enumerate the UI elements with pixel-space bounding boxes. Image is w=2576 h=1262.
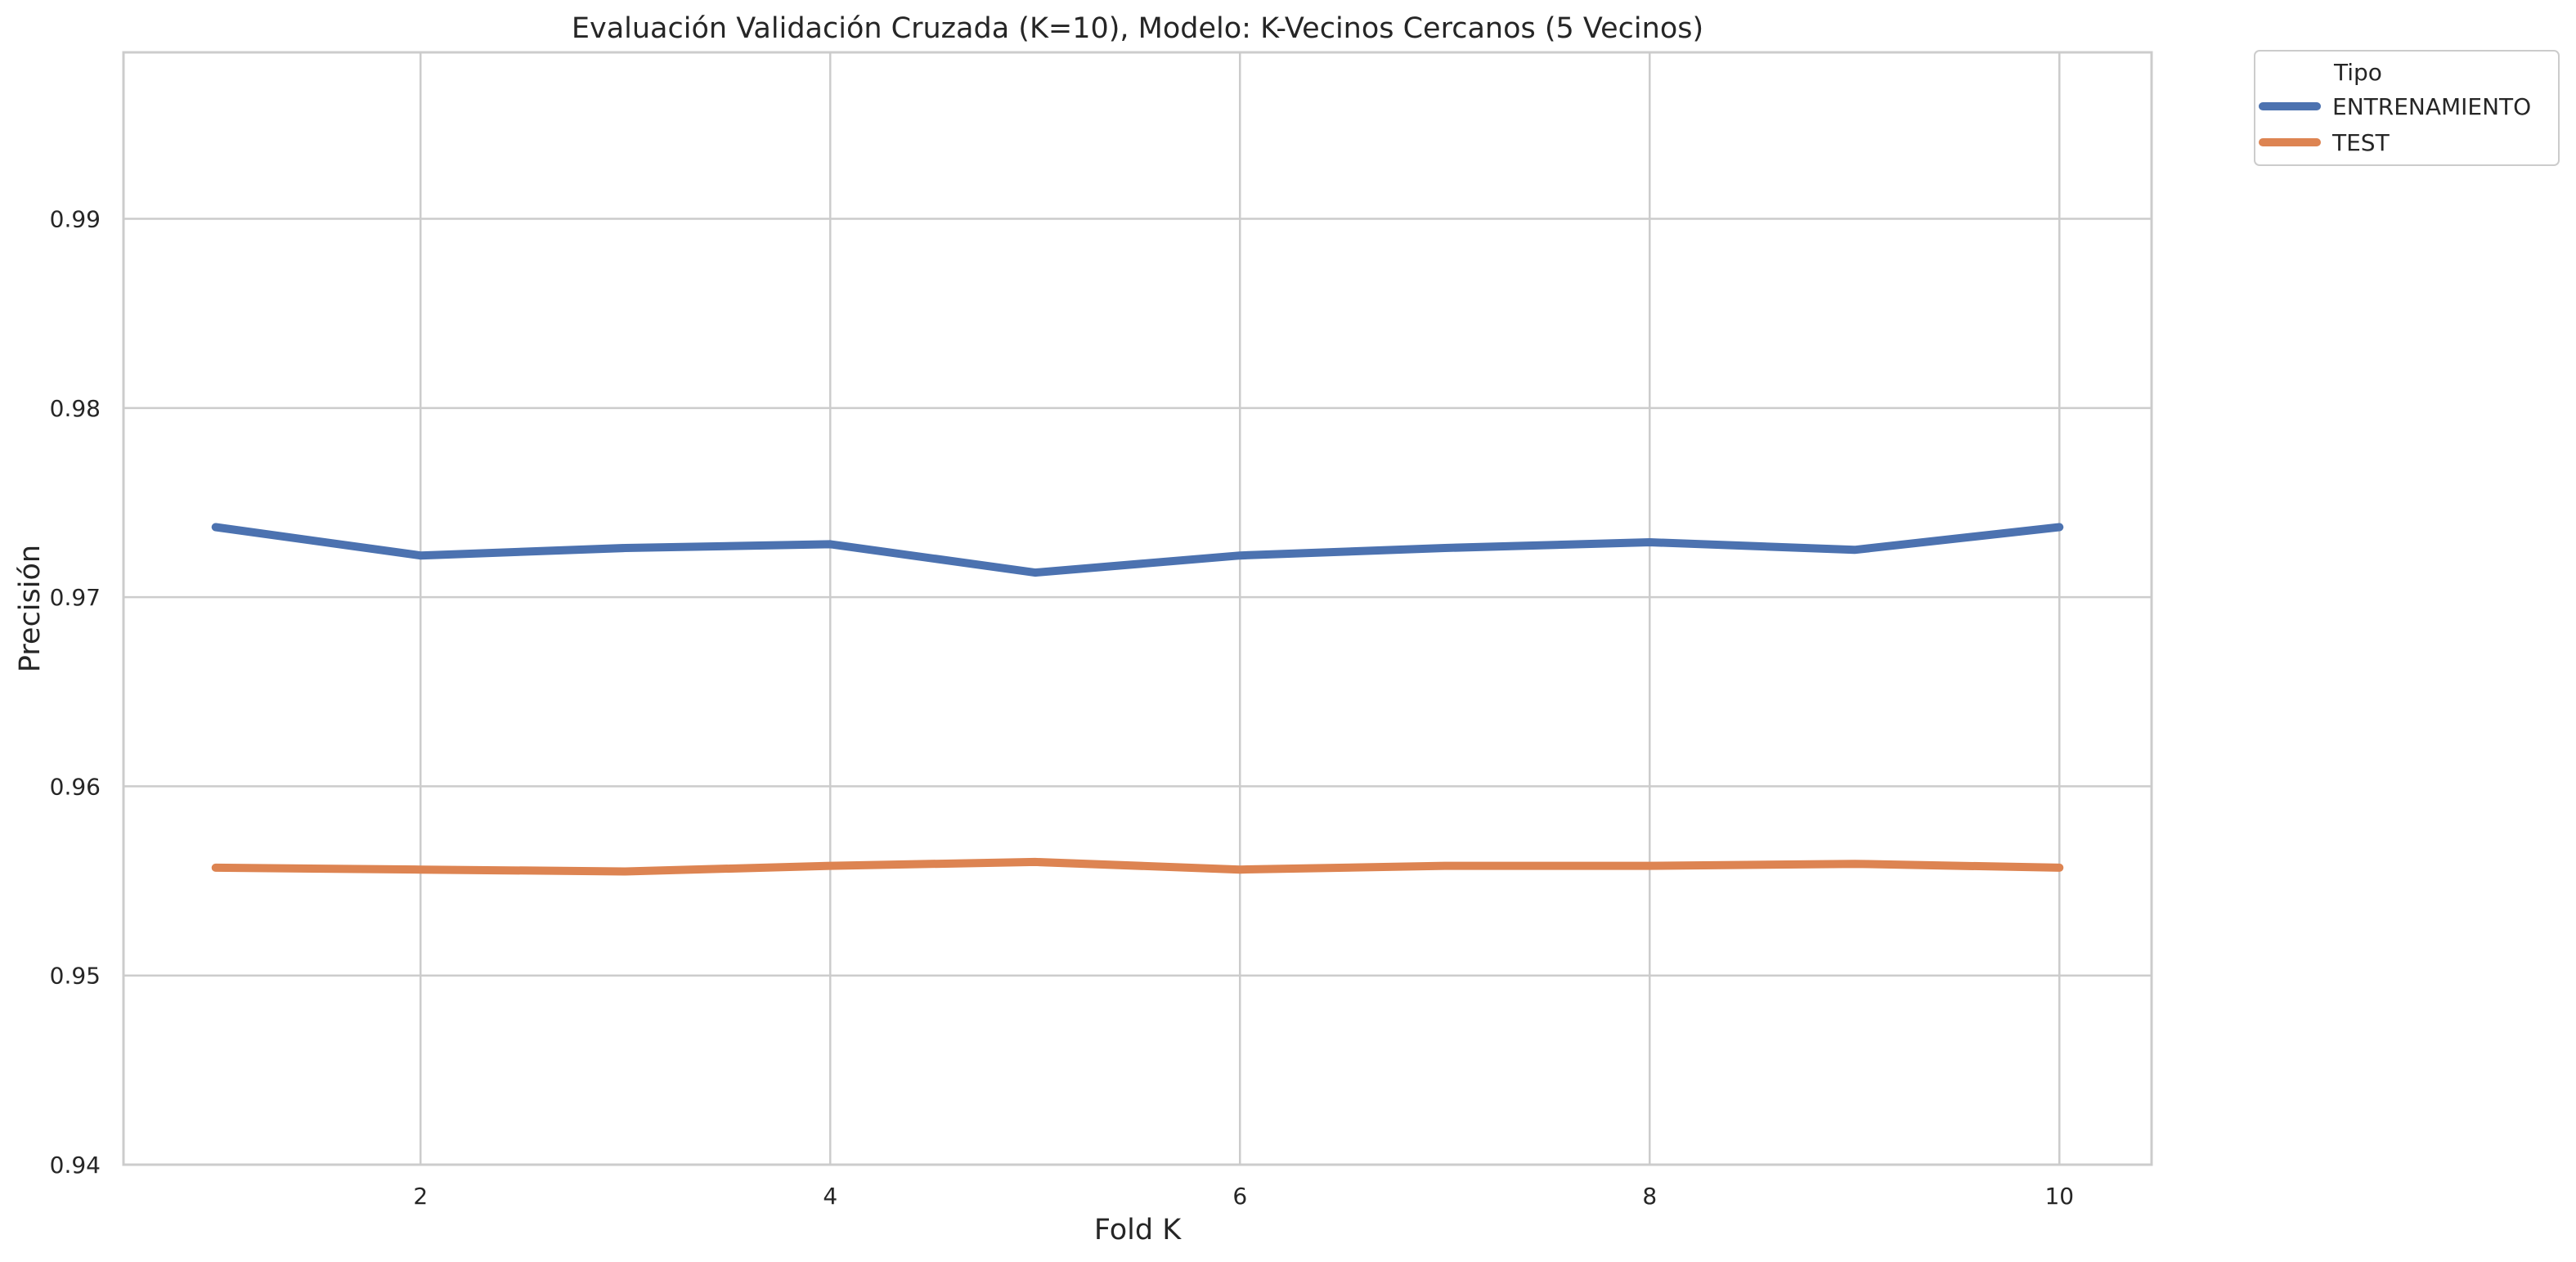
x-tick-label: 4 [823, 1183, 837, 1210]
legend-label-entrenamiento: ENTRENAMIENTO [2332, 93, 2531, 120]
plot-area-frame [122, 51, 2153, 1166]
tick-labels: 2 4 6 8 10 0.94 0.95 0.96 0.97 0.98 0.99 [50, 206, 2074, 1210]
y-tick-label: 0.99 [50, 206, 101, 233]
x-tick-label: 2 [413, 1183, 428, 1210]
legend-label-test: TEST [2331, 129, 2390, 156]
y-tick-label: 0.98 [50, 395, 101, 422]
legend-title: Tipo [2333, 59, 2382, 86]
y-tick-label: 0.94 [50, 1152, 101, 1179]
y-axis-label: Precisión [14, 545, 47, 672]
y-tick-label: 0.96 [50, 773, 101, 800]
y-tick-label: 0.95 [50, 963, 101, 990]
x-tick-label: 8 [1642, 1183, 1657, 1210]
x-tick-label: 10 [2044, 1183, 2074, 1210]
legend: Tipo ENTRENAMIENTO TEST [2254, 50, 2560, 166]
series-line-test [211, 857, 2064, 876]
series-line-entrenamiento [211, 523, 2064, 577]
legend-box [2254, 50, 2560, 166]
chart-title: Evaluación Validación Cruzada (K=10), Mo… [572, 12, 1703, 45]
x-tick-label: 6 [1232, 1183, 1247, 1210]
series-layer [211, 523, 2064, 876]
y-tick-label: 0.97 [50, 584, 101, 611]
x-axis-label: Fold K [1094, 1214, 1182, 1246]
